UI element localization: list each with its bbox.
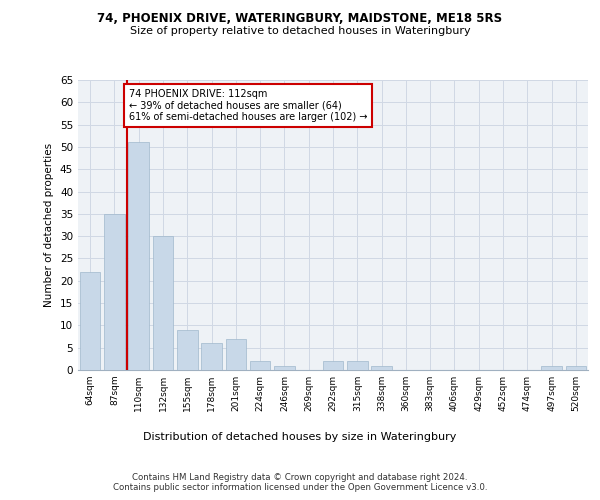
Text: Size of property relative to detached houses in Wateringbury: Size of property relative to detached ho… (130, 26, 470, 36)
Bar (226, 339, 246, 370)
Bar (274, 366, 295, 370)
Text: 74 PHOENIX DRIVE: 112sqm
← 39% of detached houses are smaller (64)
61% of semi-d: 74 PHOENIX DRIVE: 112sqm ← 39% of detach… (129, 89, 367, 122)
Text: Distribution of detached houses by size in Wateringbury: Distribution of detached houses by size … (143, 432, 457, 442)
Bar (250, 361, 271, 370)
Text: 74, PHOENIX DRIVE, WATERINGBURY, MAIDSTONE, ME18 5RS: 74, PHOENIX DRIVE, WATERINGBURY, MAIDSTO… (97, 12, 503, 26)
Bar (152, 236, 173, 370)
Bar (201, 343, 222, 370)
Bar (104, 214, 125, 370)
Y-axis label: Number of detached properties: Number of detached properties (44, 143, 55, 307)
Bar (128, 142, 149, 370)
Bar (347, 361, 368, 370)
Bar (323, 361, 343, 370)
Bar (541, 366, 562, 370)
Bar (177, 330, 197, 370)
Bar (371, 366, 392, 370)
Text: Contains HM Land Registry data © Crown copyright and database right 2024.: Contains HM Land Registry data © Crown c… (132, 472, 468, 482)
Text: Contains public sector information licensed under the Open Government Licence v3: Contains public sector information licen… (113, 484, 487, 492)
Bar (80, 272, 100, 370)
Bar (566, 366, 586, 370)
